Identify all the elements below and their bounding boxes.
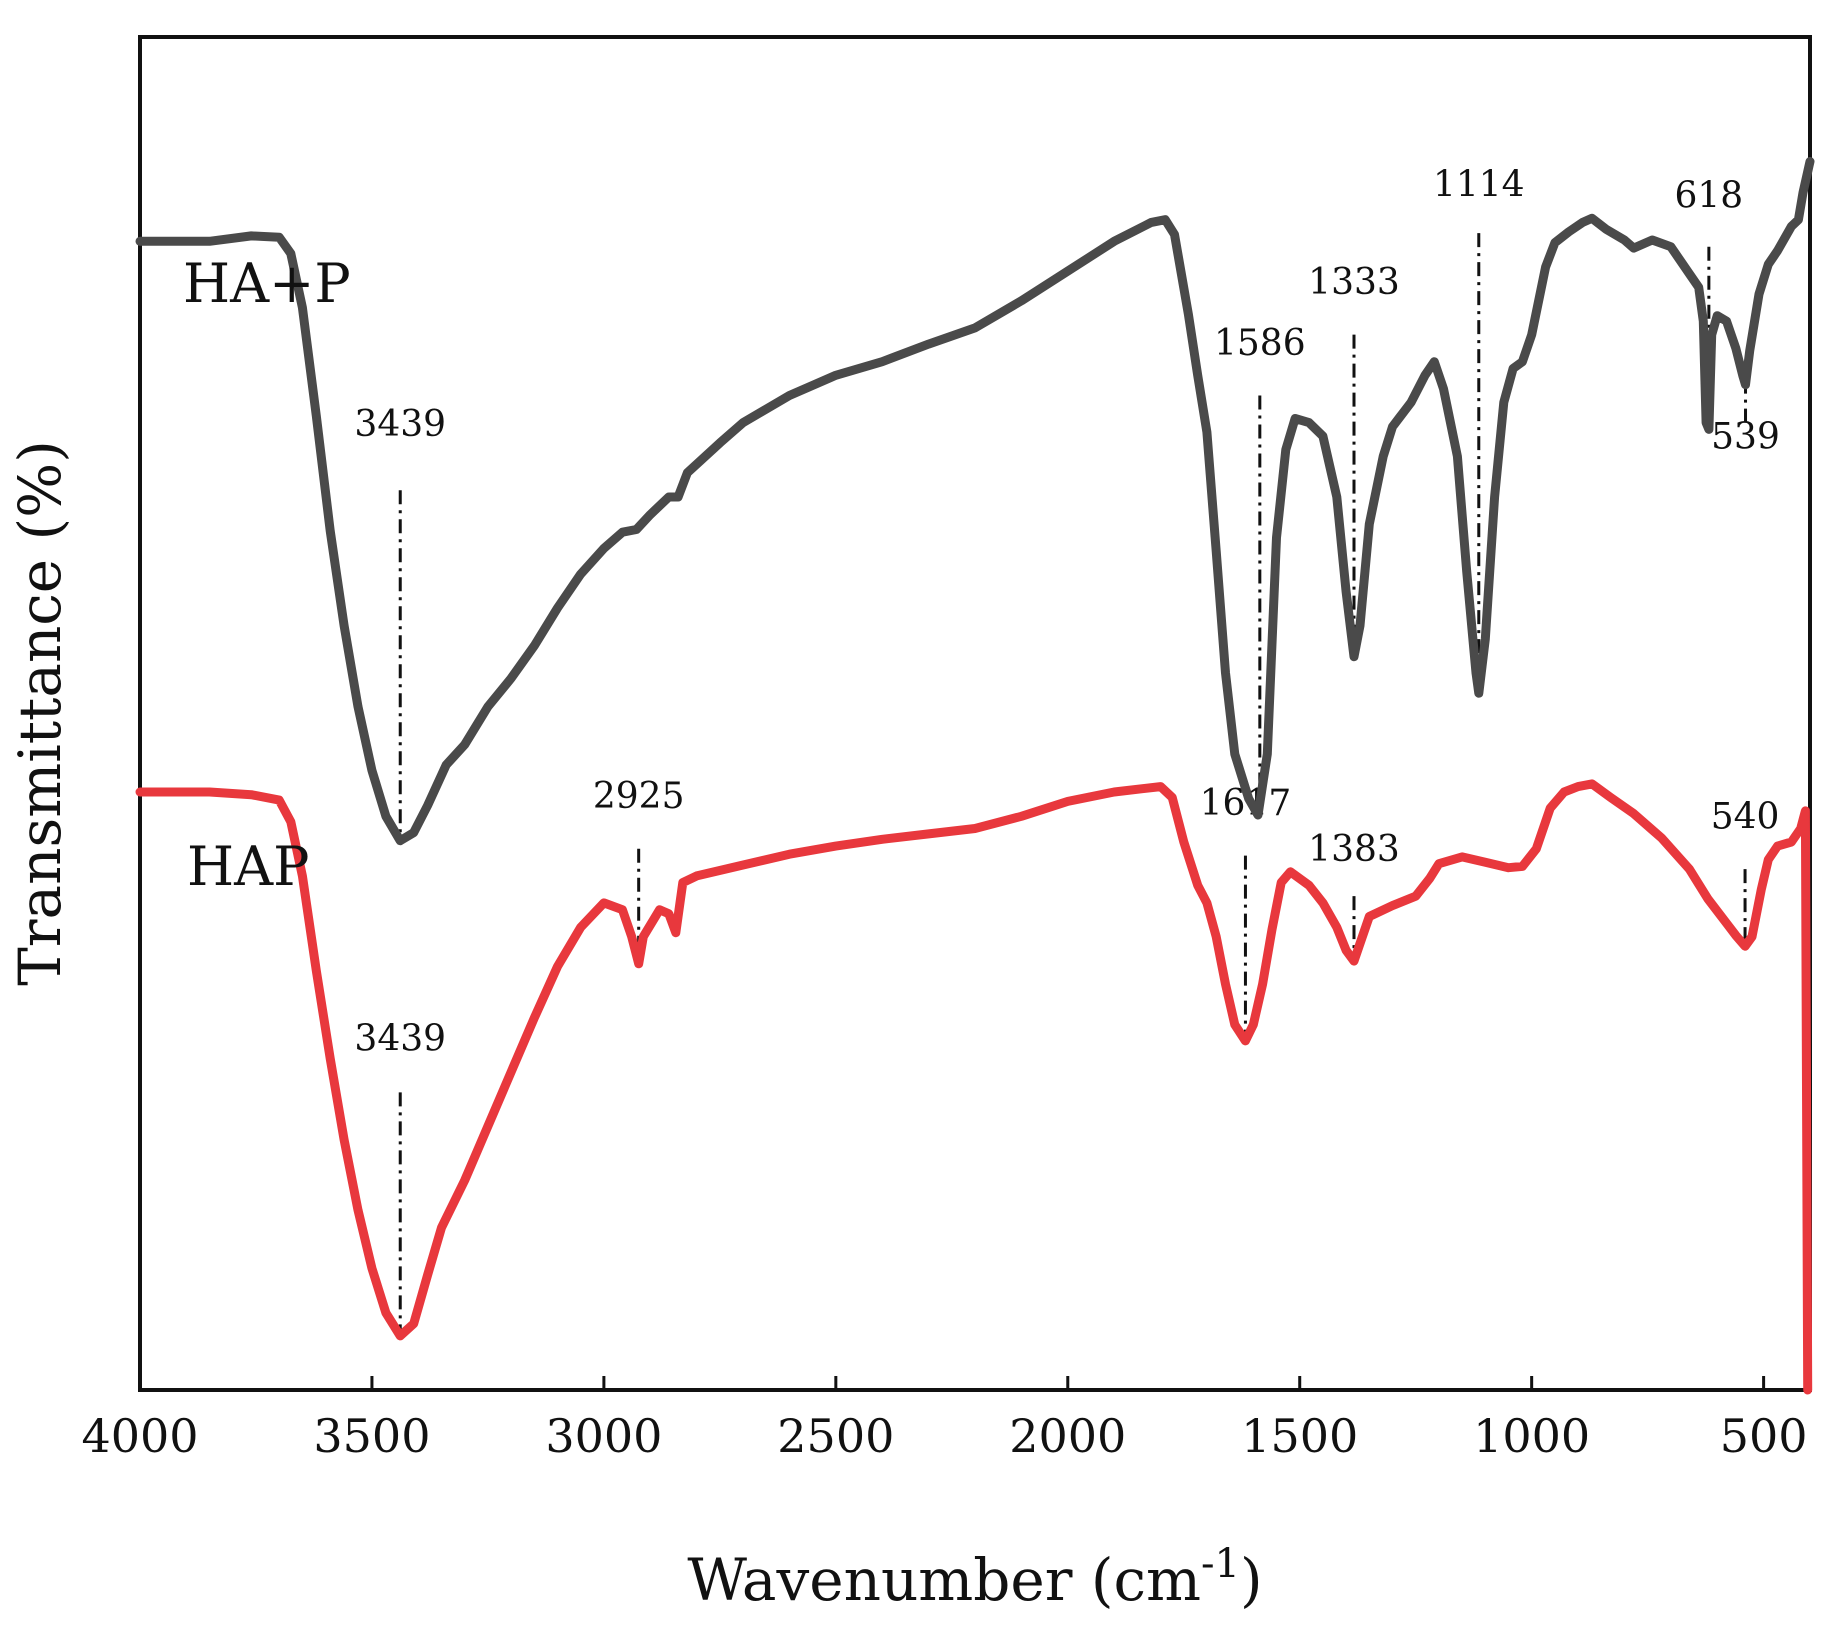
x-axis-title-superscript: -1 (1201, 1541, 1240, 1587)
x-tick-label: 4000 (81, 1409, 198, 1463)
peak-label: 1333 (1308, 262, 1400, 303)
plot-frame (138, 35, 1812, 1392)
peak-label: 540 (1711, 797, 1780, 838)
peak-label: 3439 (354, 1018, 446, 1059)
x-axis-title-main: Wavenumber (cm (687, 1546, 1201, 1614)
y-axis-title: Transmittance (%) (6, 440, 74, 986)
x-tick-label: 1000 (1473, 1409, 1590, 1463)
x-tick-label: 1500 (1241, 1409, 1358, 1463)
series-lines (135, 157, 1815, 1395)
peak-label: 1114 (1433, 165, 1525, 206)
x-tick-label: 2000 (1009, 1409, 1126, 1463)
x-tick-label: 3000 (545, 1409, 662, 1463)
x-ticks: 4000 3500 3000 2500 2000 1500 1000 500 (81, 1376, 1808, 1463)
series-line-ha-p (135, 157, 1815, 846)
peak-label: 1586 (1214, 323, 1306, 364)
series-label: HA+P (183, 252, 351, 315)
x-tick-label: 2500 (777, 1409, 894, 1463)
series-labels: HA+P HAP (183, 252, 351, 898)
peak-label: 618 (1675, 175, 1744, 216)
peak-label: 1383 (1308, 829, 1400, 870)
x-axis-title-close: ) (1240, 1546, 1263, 1614)
peak-label: 3439 (354, 404, 446, 445)
x-axis-title: Wavenumber (cm-1) (687, 1541, 1262, 1614)
x-tick-label: 3500 (313, 1409, 430, 1463)
x-tick-label: 500 (1720, 1409, 1808, 1463)
series-label: HAP (187, 835, 309, 898)
peak-label: 539 (1711, 416, 1780, 457)
peak-label: 2925 (593, 776, 685, 817)
series-line-hap (135, 779, 1813, 1395)
